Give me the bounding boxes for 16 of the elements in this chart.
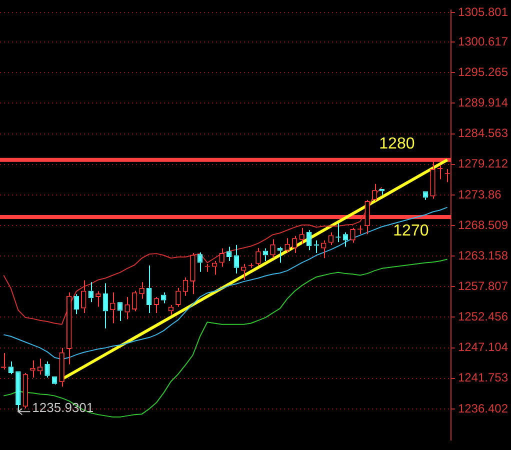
y-tick-label: 1252.456	[458, 310, 508, 324]
y-tick-label: 1241.753	[458, 370, 508, 385]
y-tick-label: 1247.104	[458, 340, 508, 354]
y-tick-label: 1273.86	[458, 187, 502, 202]
y-tick-label: 1268.509	[458, 218, 508, 232]
ref-line-label: 1280	[379, 135, 415, 152]
y-tick-label: 1284.563	[458, 126, 508, 140]
y-tick-label: 1279.212	[458, 156, 508, 171]
y-tick-label: 1263.158	[458, 248, 508, 262]
y-tick-label: 1300.617	[458, 34, 508, 48]
ref-line-label: 1270	[393, 222, 429, 240]
y-tick-label: 1236.402	[458, 401, 508, 416]
y-tick-label: 1295.265	[458, 64, 508, 79]
y-tick-label: 1289.914	[458, 96, 508, 110]
y-tick-label: 1257.807	[458, 278, 508, 293]
y-tick-label: 1305.801	[458, 4, 508, 19]
